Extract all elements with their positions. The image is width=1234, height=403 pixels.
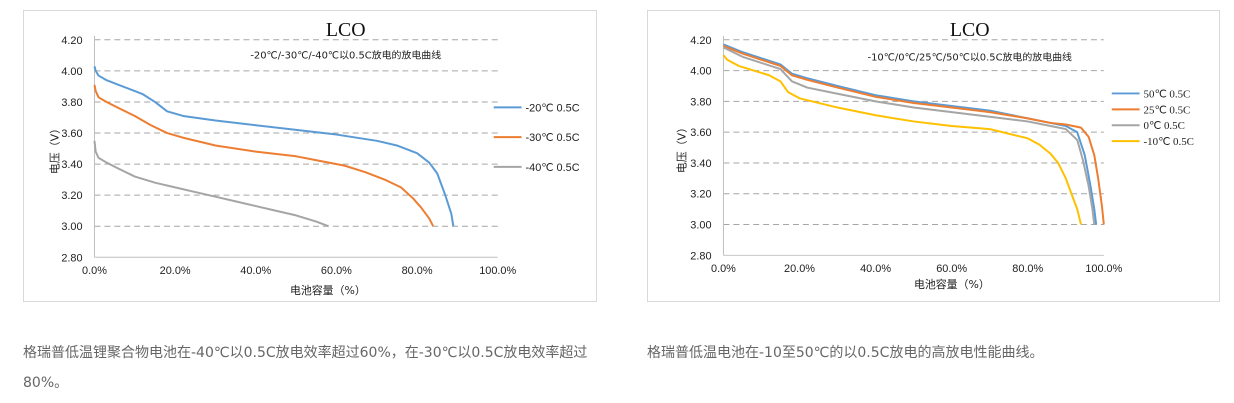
- discharge-chart-wide-temp: 2.80 3.00 3.20 3.40 3.60 3.80 4.00 4.20 0.0% 20.0…: [676, 19, 1194, 291]
- x-axis-label: 电池容量（%）: [290, 283, 366, 297]
- chart-subtitle: -10℃/0℃/25℃/50℃以0.5C放电的放电曲线: [868, 51, 1073, 64]
- chart-title: LCO: [950, 19, 990, 41]
- series-line: [93, 140, 329, 228]
- y-tick-label: 3.20: [61, 190, 82, 202]
- series-line: [723, 46, 1096, 225]
- chart-panel-left: 2.80 3.00 3.20 3.40 3.60 3.80 4.00 4.20 0.0% 20.0…: [23, 10, 597, 302]
- y-tick-label: 3.00: [61, 221, 82, 233]
- legend-label: -10℃ 0.5C: [1144, 136, 1194, 148]
- x-tick-label: 0.0%: [82, 265, 107, 277]
- x-tick-label: 40.0%: [860, 263, 891, 275]
- y-tick-label: 3.60: [690, 127, 711, 139]
- legend-label: -40℃ 0.5C: [526, 162, 580, 174]
- y-tick-label: 4.20: [690, 35, 711, 47]
- y-tick-label: 4.20: [61, 35, 82, 47]
- y-tick-label: 3.40: [690, 158, 711, 170]
- series-line: [93, 84, 435, 227]
- y-tick-label: 4.00: [690, 66, 711, 78]
- legend-label: 25℃ 0.5C: [1144, 104, 1191, 116]
- x-tick-label: 0.0%: [711, 263, 736, 275]
- x-tick-label: 80.0%: [402, 265, 433, 277]
- series-line: [723, 43, 1098, 225]
- y-tick-label: 3.80: [61, 97, 82, 109]
- chart-subtitle: -20℃/-30℃/-40℃以0.5C放电的放电曲线: [250, 49, 441, 62]
- y-tick-label: 3.80: [690, 96, 711, 108]
- x-tick-label: 100.0%: [1085, 263, 1122, 275]
- y-tick-label: 3.20: [690, 189, 711, 201]
- y-tick-label: 2.80: [61, 252, 82, 264]
- series-line: [93, 65, 455, 227]
- x-tick-label: 20.0%: [160, 265, 191, 277]
- chart-panel-right: 2.80 3.00 3.20 3.40 3.60 3.80 4.00 4.20 0.0% 20.0…: [647, 10, 1220, 302]
- legend-label: -20℃ 0.5C: [526, 102, 580, 114]
- caption-left: 格瑞普低温锂聚合物电池在-40℃以0.5C放电效率超过60%，在-30℃以0.5…: [23, 345, 588, 391]
- y-tick-label: 3.60: [61, 128, 82, 140]
- legend-label: -30℃ 0.5C: [526, 132, 580, 144]
- y-axis-label: 电压（V）: [49, 123, 62, 174]
- chart-title: LCO: [326, 19, 366, 41]
- y-axis-label: 电压（V）: [676, 122, 689, 173]
- caption-right: 格瑞普低温电池在-10至50℃的以0.5C放电的高放电性能曲线。: [647, 345, 1044, 361]
- series-line: [723, 45, 1105, 225]
- y-tick-label: 4.00: [61, 66, 82, 78]
- series-line: [722, 54, 1082, 225]
- y-tick-label: 2.80: [690, 250, 711, 262]
- legend-label: 50℃ 0.5C: [1144, 88, 1191, 100]
- y-tick-label: 3.00: [690, 219, 711, 231]
- x-tick-label: 80.0%: [1012, 263, 1043, 275]
- x-tick-label: 60.0%: [936, 263, 967, 275]
- x-tick-label: 100.0%: [479, 265, 516, 277]
- x-axis-label: 电池容量（%）: [914, 277, 990, 291]
- legend-label: 0℃ 0.5C: [1144, 120, 1185, 132]
- x-tick-label: 60.0%: [321, 265, 352, 277]
- x-tick-label: 40.0%: [240, 265, 271, 277]
- y-tick-label: 3.40: [61, 159, 82, 171]
- x-tick-label: 20.0%: [784, 263, 815, 275]
- discharge-chart-low-temp: 2.80 3.00 3.20 3.40 3.60 3.80 4.00 4.20 0.0% 20.0…: [49, 19, 580, 297]
